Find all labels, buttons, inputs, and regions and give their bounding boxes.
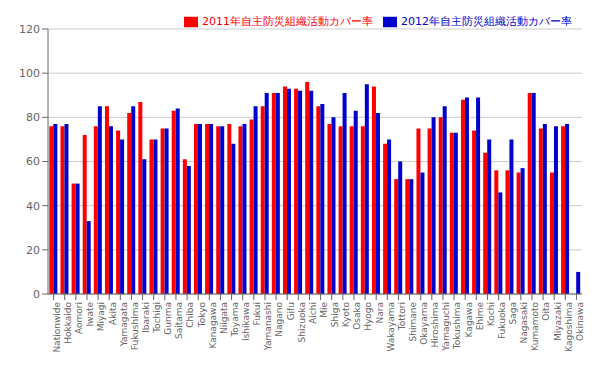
svg-text:Tochigi: Tochigi — [152, 302, 162, 334]
svg-text:Kagoshima: Kagoshima — [564, 302, 574, 352]
svg-text:0: 0 — [33, 288, 40, 301]
svg-text:80: 80 — [26, 111, 40, 124]
svg-text:Aomori: Aomori — [74, 302, 84, 334]
svg-text:Fukushima: Fukushima — [130, 302, 140, 350]
svg-text:Yamaguchi: Yamaguchi — [441, 302, 451, 352]
svg-text:Kochi: Kochi — [486, 302, 496, 326]
svg-text:Shimane: Shimane — [408, 302, 418, 342]
svg-text:Osaka: Osaka — [352, 302, 362, 330]
svg-text:Iwate: Iwate — [85, 302, 95, 327]
svg-text:Toyama: Toyama — [230, 302, 240, 338]
svg-text:Saitama: Saitama — [174, 302, 184, 339]
svg-text:Wakayama: Wakayama — [386, 302, 396, 352]
html-text:2012年自主防災組織活動カバー率: 2012年自主防災組織活動カバー率 — [401, 15, 572, 28]
svg-text:Ibaraki: Ibaraki — [141, 302, 151, 333]
svg-text:Fukuoka: Fukuoka — [497, 302, 507, 339]
svg-text:Kumamoto: Kumamoto — [530, 302, 540, 351]
svg-text:Nagasaki: Nagasaki — [519, 302, 529, 343]
svg-text:Gunma: Gunma — [163, 302, 173, 335]
svg-text:Okayama: Okayama — [419, 302, 429, 345]
svg-text:Tottori: Tottori — [397, 302, 407, 331]
svg-text:Chiba: Chiba — [185, 302, 195, 328]
svg-text:Niigata: Niigata — [219, 302, 229, 334]
svg-text:Gifu: Gifu — [286, 302, 296, 320]
html-text:2011年自主防災組織活動カバー率: 2011年自主防災組織活動カバー率 — [202, 15, 373, 28]
svg-text:Shiga: Shiga — [330, 302, 340, 327]
svg-text:Mie: Mie — [319, 302, 329, 318]
svg-text:Nara: Nara — [375, 302, 385, 323]
svg-text:Saga: Saga — [508, 302, 518, 324]
svg-text:20: 20 — [26, 244, 40, 257]
svg-text:Tokyo: Tokyo — [197, 302, 207, 329]
svg-text:Shizuoka: Shizuoka — [297, 302, 307, 342]
svg-text:Yamanashi: Yamanashi — [263, 302, 273, 351]
svg-text:Kyoto: Kyoto — [341, 302, 351, 328]
svg-text:Miyagi: Miyagi — [96, 302, 106, 331]
svg-text:Hokkaido: Hokkaido — [63, 302, 73, 344]
svg-text:Miyazaki: Miyazaki — [553, 302, 563, 341]
svg-text:120: 120 — [19, 23, 40, 36]
svg-text:Hiroshima: Hiroshima — [430, 302, 440, 347]
svg-text:100: 100 — [19, 67, 40, 80]
svg-text:Tokushima: Tokushima — [452, 302, 462, 350]
svg-text:Kagawa: Kagawa — [464, 302, 474, 337]
svg-text:Hyogo: Hyogo — [363, 302, 373, 331]
svg-text:Nagano: Nagano — [274, 302, 284, 337]
svg-text:60: 60 — [26, 155, 40, 168]
svg-text:Ehime: Ehime — [475, 302, 485, 331]
svg-text:Oita: Oita — [541, 302, 551, 321]
svg-text:Akita: Akita — [108, 302, 118, 325]
svg-text:Yamagata: Yamagata — [119, 302, 129, 347]
svg-text:Kanagawa: Kanagawa — [208, 302, 218, 349]
svg-text:Aichi: Aichi — [308, 302, 318, 324]
svg-text:40: 40 — [26, 200, 40, 213]
svg-text:Nationwide: Nationwide — [52, 302, 62, 353]
svg-text:Okinawa: Okinawa — [575, 302, 585, 341]
svg-text:Ishikawa: Ishikawa — [241, 302, 251, 341]
svg-text:Fukui: Fukui — [252, 302, 262, 326]
